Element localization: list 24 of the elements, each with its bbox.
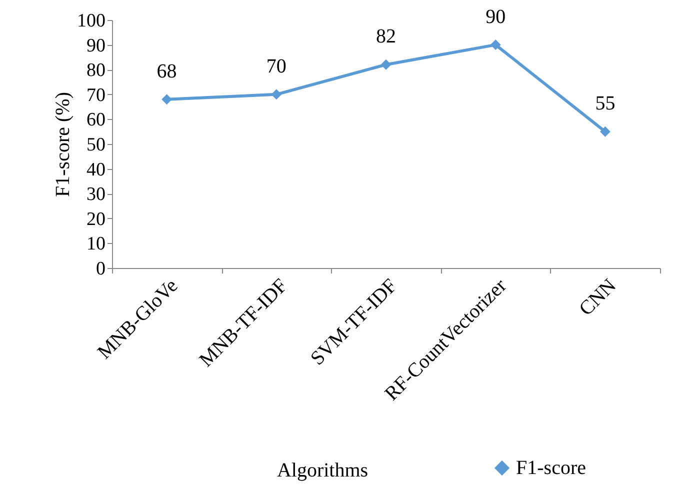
y-tick-label: 0 [96, 258, 106, 280]
data-label: 82 [376, 26, 396, 48]
x-axis-title: Algorithms [276, 460, 368, 482]
y-tick-label: 60 [86, 110, 106, 131]
point [380, 59, 392, 70]
data-label: 68 [156, 60, 177, 82]
legend-label: F1-score [516, 457, 586, 479]
y-tick-label: 40 [86, 159, 106, 180]
y-tick-label: 10 [86, 234, 106, 255]
y-tick-label: 30 [86, 184, 106, 206]
point [162, 94, 172, 105]
y-tick-label: 50 [86, 134, 106, 156]
y-axis-title: F1-score (%) [52, 92, 74, 197]
y-tick-label: 80 [86, 60, 106, 82]
y-tick-label: 100 [77, 10, 106, 32]
y-tick-label: 20 [86, 208, 106, 230]
point [600, 126, 610, 137]
y-tick-label: 70 [86, 84, 106, 106]
data-label: 55 [595, 92, 616, 115]
data-label: 70 [266, 55, 286, 78]
point [490, 40, 501, 50]
point [271, 89, 282, 100]
y-tick-label: 90 [86, 35, 106, 56]
data-label: 90 [486, 6, 506, 28]
